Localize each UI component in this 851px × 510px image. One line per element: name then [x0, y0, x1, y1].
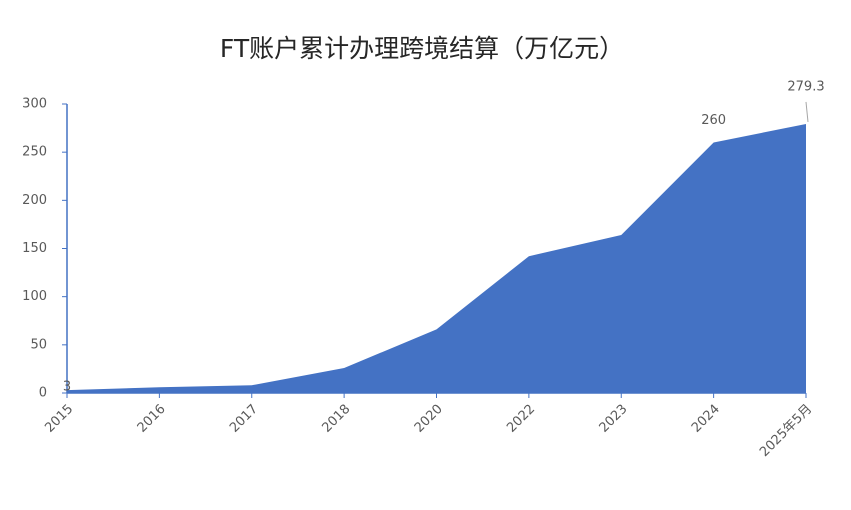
data-label: 260: [701, 113, 726, 128]
x-tick-label: 2022: [504, 402, 538, 436]
data-label: 3: [63, 380, 71, 395]
x-tick-label: 2017: [227, 402, 261, 436]
x-tick-label: 2020: [412, 402, 446, 436]
x-tick-label: 2024: [689, 402, 723, 436]
x-tick-label: 2025年5月: [757, 402, 815, 460]
x-tick-label: 2023: [597, 402, 631, 436]
y-tick-label: 300: [22, 97, 47, 112]
y-tick-label: 50: [30, 337, 47, 352]
x-tick-label: 2015: [42, 402, 76, 436]
area: [67, 123, 806, 393]
chart-title: FT账户累计办理跨境结算（万亿元）: [220, 34, 624, 63]
leader-line: [805, 101, 809, 122]
y-tick-label: 200: [22, 193, 47, 208]
y-tick-label: 0: [39, 386, 47, 401]
y-tick-label: 150: [22, 241, 47, 256]
data-label: 279.3: [787, 79, 824, 94]
y-tick-label: 250: [22, 145, 47, 160]
x-tick-label: 2016: [135, 402, 169, 436]
x-tick-label: 2018: [319, 402, 353, 436]
y-tick-label: 100: [22, 289, 47, 304]
